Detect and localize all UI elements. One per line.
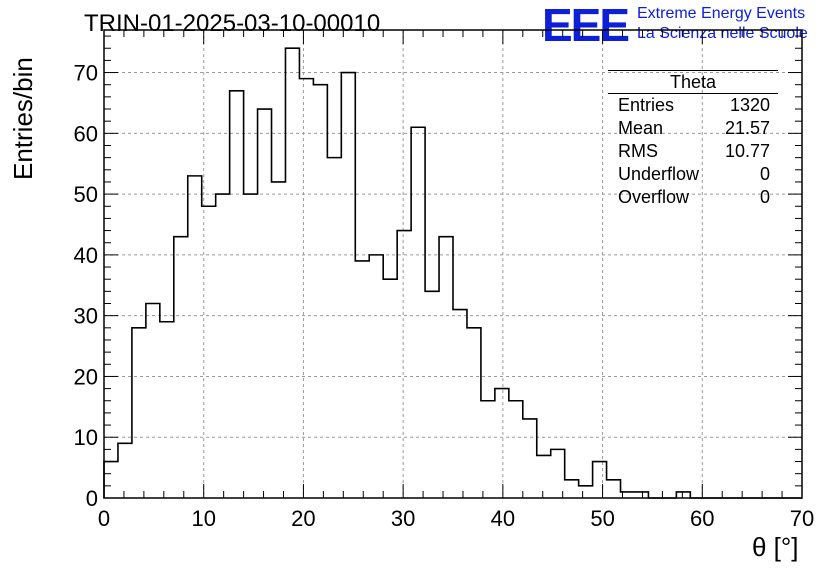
histogram-bin bbox=[634, 492, 648, 498]
y-tick-label: 0 bbox=[86, 486, 98, 511]
logo-line-1: Extreme Energy Events bbox=[637, 5, 806, 22]
chart-title: TRIN-01-2025-03-10-00010 bbox=[84, 10, 381, 37]
histogram-bins bbox=[103, 47, 802, 499]
x-tick-label: 70 bbox=[790, 506, 814, 531]
tick-labels: 0 10 20 30 40 50 60 70 0 10 20 30 40 50 60 70 bbox=[74, 61, 815, 531]
histogram-bin bbox=[341, 73, 355, 498]
histogram-bin bbox=[593, 462, 607, 498]
histogram-bin bbox=[551, 449, 565, 498]
histogram-bin bbox=[258, 109, 272, 498]
y-tick-label: 20 bbox=[74, 364, 98, 389]
y-tick-label: 10 bbox=[74, 425, 98, 450]
x-tick-label: 40 bbox=[491, 506, 515, 531]
histogram-bin bbox=[313, 85, 327, 498]
y-tick-label: 30 bbox=[74, 304, 98, 329]
histogram-bin bbox=[272, 182, 286, 498]
histogram-bin bbox=[118, 443, 132, 498]
histogram-bin bbox=[676, 492, 690, 498]
histogram-bin bbox=[411, 127, 425, 498]
histogram-bin bbox=[174, 237, 188, 498]
histogram-bin bbox=[327, 158, 341, 498]
histogram-bin bbox=[439, 237, 453, 498]
histogram-bin bbox=[216, 194, 230, 498]
histogram-bin bbox=[202, 206, 216, 498]
histogram-bin bbox=[425, 291, 439, 498]
histogram-bin bbox=[397, 231, 411, 498]
stats-rms-value: 10.77 bbox=[724, 141, 770, 161]
stats-overflow-label: Overflow bbox=[618, 187, 690, 207]
x-axis-label: θ [°] bbox=[752, 532, 799, 562]
histogram-bin bbox=[565, 480, 579, 498]
histogram-bin bbox=[146, 304, 160, 498]
stats-underflow-value: 0 bbox=[759, 164, 770, 184]
stats-row-rms: RMS 10.77 bbox=[608, 140, 778, 163]
x-tick-label: 10 bbox=[191, 506, 215, 531]
stats-row-mean: Mean 21.57 bbox=[608, 117, 778, 140]
histogram-bin bbox=[607, 480, 621, 498]
histogram-bin bbox=[495, 389, 509, 498]
x-tick-label: 20 bbox=[291, 506, 315, 531]
histogram-bin bbox=[579, 486, 593, 498]
histogram-bin bbox=[453, 310, 467, 498]
stats-box: Theta Entries 1320 Mean 21.57 RMS 10.77 Und… bbox=[608, 70, 778, 209]
histogram-bin bbox=[369, 255, 383, 498]
histogram-bin bbox=[132, 328, 146, 498]
eee-logo: EEE bbox=[542, 0, 630, 51]
histogram-bin bbox=[621, 492, 635, 498]
histogram-bin bbox=[355, 261, 369, 498]
stats-row-overflow: Overflow 0 bbox=[608, 186, 778, 209]
stats-mean-label: Mean bbox=[618, 118, 664, 138]
x-tick-label: 0 bbox=[98, 506, 110, 531]
stats-rms-label: RMS bbox=[618, 141, 658, 161]
stats-box-title: Theta bbox=[608, 70, 778, 94]
histogram-bin bbox=[467, 328, 481, 498]
histogram-bin bbox=[230, 91, 244, 498]
histogram-bin bbox=[104, 462, 118, 498]
stats-underflow-label: Underflow bbox=[618, 164, 700, 184]
histogram-outline bbox=[103, 47, 802, 499]
histogram-bin bbox=[481, 401, 495, 498]
plot-frame bbox=[103, 29, 803, 499]
x-tick-label: 60 bbox=[690, 506, 714, 531]
histogram-bin bbox=[509, 401, 523, 498]
stats-mean-value: 21.57 bbox=[724, 118, 770, 138]
histogram-bin bbox=[523, 419, 537, 498]
histogram-bin bbox=[299, 79, 313, 498]
histogram-bin bbox=[383, 279, 397, 498]
stats-overflow-value: 0 bbox=[759, 187, 770, 207]
stats-entries-label: Entries bbox=[618, 95, 675, 115]
y-axis-label: Entries/bin bbox=[8, 57, 38, 180]
stats-row-underflow: Underflow 0 bbox=[608, 163, 778, 186]
stats-row-entries: Entries 1320 bbox=[608, 94, 778, 117]
x-tick-label: 30 bbox=[391, 506, 415, 531]
histogram-bin bbox=[160, 322, 174, 498]
y-tick-label: 60 bbox=[74, 121, 98, 146]
y-tick-label: 40 bbox=[74, 243, 98, 268]
y-tick-label: 50 bbox=[74, 182, 98, 207]
stats-entries-value: 1320 bbox=[729, 95, 770, 115]
histogram-bin bbox=[244, 194, 258, 498]
y-tick-label: 70 bbox=[74, 61, 98, 86]
x-tick-label: 50 bbox=[590, 506, 614, 531]
histogram-bin bbox=[285, 48, 299, 498]
axis-ticks bbox=[103, 30, 803, 499]
histogram-bin bbox=[188, 176, 202, 498]
histogram-bin bbox=[537, 455, 551, 498]
